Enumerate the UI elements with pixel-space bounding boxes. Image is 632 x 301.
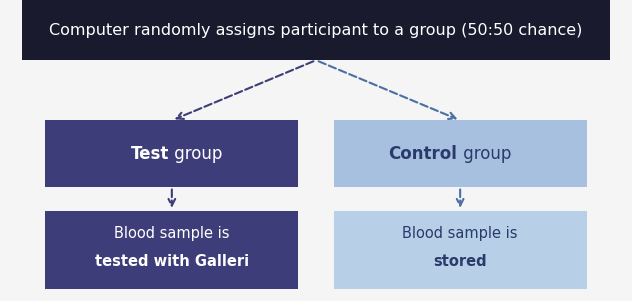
Text: tested with Galleri: tested with Galleri bbox=[95, 254, 249, 269]
Text: Test: Test bbox=[131, 144, 169, 163]
Text: stored: stored bbox=[434, 254, 487, 269]
Text: Blood sample is: Blood sample is bbox=[403, 226, 518, 241]
FancyBboxPatch shape bbox=[46, 120, 298, 187]
FancyBboxPatch shape bbox=[46, 211, 298, 289]
FancyBboxPatch shape bbox=[334, 211, 586, 289]
FancyBboxPatch shape bbox=[21, 0, 611, 60]
Text: group: group bbox=[458, 144, 511, 163]
FancyBboxPatch shape bbox=[334, 120, 586, 187]
Text: Control: Control bbox=[388, 144, 457, 163]
Text: Computer randomly assigns participant to a group (50:50 chance): Computer randomly assigns participant to… bbox=[49, 23, 583, 38]
Text: Blood sample is: Blood sample is bbox=[114, 226, 229, 241]
Text: group: group bbox=[169, 144, 223, 163]
